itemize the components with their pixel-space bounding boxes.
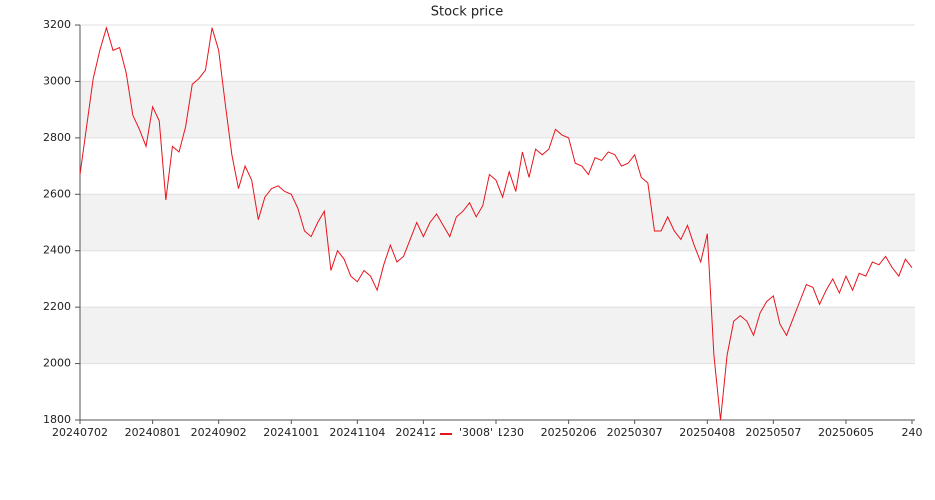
- legend-label: '3008': [459, 426, 493, 439]
- x-tick-label: 20241104: [329, 426, 385, 439]
- y-tick-label: 1800: [43, 413, 71, 426]
- grid-band: [80, 307, 915, 364]
- legend: '3008': [435, 425, 499, 441]
- y-tick-label: 3000: [43, 74, 71, 87]
- x-tick-label: 20250307: [607, 426, 663, 439]
- grid-band: [80, 194, 915, 251]
- y-tick-label: 2600: [43, 187, 71, 200]
- x-tick-label: 20250507: [745, 426, 801, 439]
- grid-band: [80, 81, 915, 138]
- x-tick-label: 240: [902, 426, 923, 439]
- x-tick-label: 20241001: [263, 426, 319, 439]
- y-tick-label: 2800: [43, 131, 71, 144]
- legend-background: [435, 425, 499, 441]
- y-tick-label: 2200: [43, 300, 71, 313]
- x-tick-label: 20240702: [52, 426, 108, 439]
- y-tick-label: 2400: [43, 244, 71, 257]
- x-tick-label: 20240801: [125, 426, 181, 439]
- y-tick-label: 3200: [43, 18, 71, 31]
- x-tick-label: 20250408: [679, 426, 735, 439]
- data-line: [79, 26, 913, 421]
- x-tick-label: 20250605: [818, 426, 874, 439]
- x-tick-label: 20240902: [191, 426, 247, 439]
- x-tick-label: 20250206: [541, 426, 597, 439]
- y-tick-label: 2000: [43, 357, 71, 370]
- chart-title: Stock price: [431, 5, 503, 20]
